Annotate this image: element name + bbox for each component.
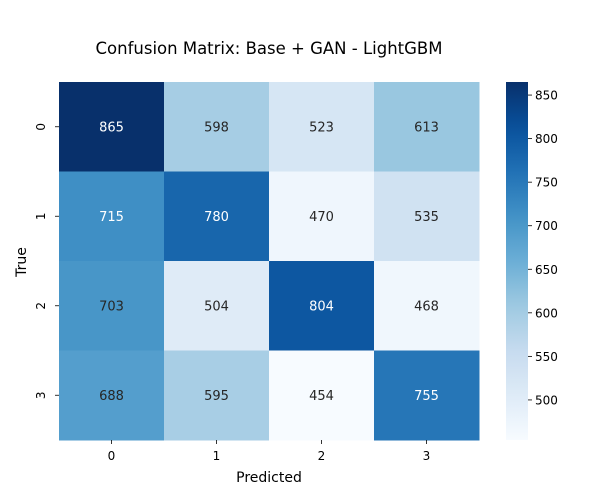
x-axis: 0 1 2 3 <box>108 440 431 463</box>
x-tick-label: 0 <box>108 449 116 463</box>
x-axis-label: Predicted <box>236 470 302 486</box>
heatmap-cell <box>59 82 165 172</box>
heatmap-cell <box>374 171 480 262</box>
colorbar: 500 550 600 650 700 750 800 850 <box>506 82 558 440</box>
heatmap-cell-label: 535 <box>414 210 439 225</box>
heatmap-cell <box>59 350 165 441</box>
y-axis: 0 1 2 3 <box>34 123 59 399</box>
colorbar-tick-label: 550 <box>535 350 558 364</box>
heatmap-cell-label: 454 <box>309 389 334 404</box>
x-tick-label: 3 <box>423 449 431 463</box>
heatmap-cell-label: 755 <box>414 389 439 404</box>
y-axis-label: True <box>14 247 30 278</box>
heatmap-cell-label: 715 <box>99 210 124 225</box>
y-tick-label: 0 <box>34 123 48 131</box>
y-tick-label: 3 <box>34 391 48 399</box>
heatmap-cell-label: 598 <box>204 120 229 135</box>
heatmap-cell-label: 468 <box>414 299 439 314</box>
heatmap-cell-label: 613 <box>414 120 439 135</box>
heatmap-cell-label: 804 <box>309 299 334 314</box>
colorbar-tick-label: 850 <box>535 89 558 103</box>
chart-title: Confusion Matrix: Base + GAN - LightGBM <box>96 39 443 58</box>
heatmap-cell-label: 865 <box>99 120 124 135</box>
heatmap-cell-label: 780 <box>204 210 229 225</box>
colorbar-tick-label: 500 <box>535 393 558 407</box>
heatmap-cell <box>164 82 270 172</box>
heatmap-cell-label: 595 <box>204 389 229 404</box>
colorbar-ticks: 500 550 600 650 700 750 800 850 <box>528 89 558 407</box>
heatmap-cell-label: 504 <box>204 299 229 314</box>
colorbar-tick-label: 650 <box>535 263 558 277</box>
heatmap-cell <box>59 261 165 351</box>
heatmap-cell <box>374 261 480 351</box>
colorbar-tick-label: 700 <box>535 219 558 233</box>
y-tick-label: 1 <box>34 212 48 220</box>
heatmap-cell <box>269 350 375 441</box>
heatmap-cell-labels: 865 598 523 613 715 780 470 535 703 504 804 468 688 5… <box>99 120 439 404</box>
y-tick-label: 2 <box>34 302 48 310</box>
heatmap-cell-label: 688 <box>99 389 124 404</box>
colorbar-tick-label: 800 <box>535 132 558 146</box>
x-tick-label: 1 <box>213 449 221 463</box>
heatmap-cell <box>269 261 375 351</box>
heatmap-cell <box>164 261 270 351</box>
colorbar-tick-label: 600 <box>535 306 558 320</box>
heatmap-cell <box>59 171 165 262</box>
heatmap-cell <box>269 171 375 262</box>
x-tick-label: 2 <box>318 449 326 463</box>
colorbar-tick-label: 750 <box>535 176 558 190</box>
heatmap-cell <box>164 350 270 441</box>
colorbar-gradient <box>506 82 528 440</box>
heatmap-cell-label: 703 <box>99 299 124 314</box>
heatmap-cells <box>59 82 480 441</box>
heatmap-cell <box>164 171 270 262</box>
heatmap-cell <box>374 350 480 441</box>
heatmap-cell-label: 523 <box>309 120 334 135</box>
heatmap-cell <box>269 82 375 172</box>
heatmap-cell-label: 470 <box>309 210 334 225</box>
heatmap-cell <box>374 82 480 172</box>
